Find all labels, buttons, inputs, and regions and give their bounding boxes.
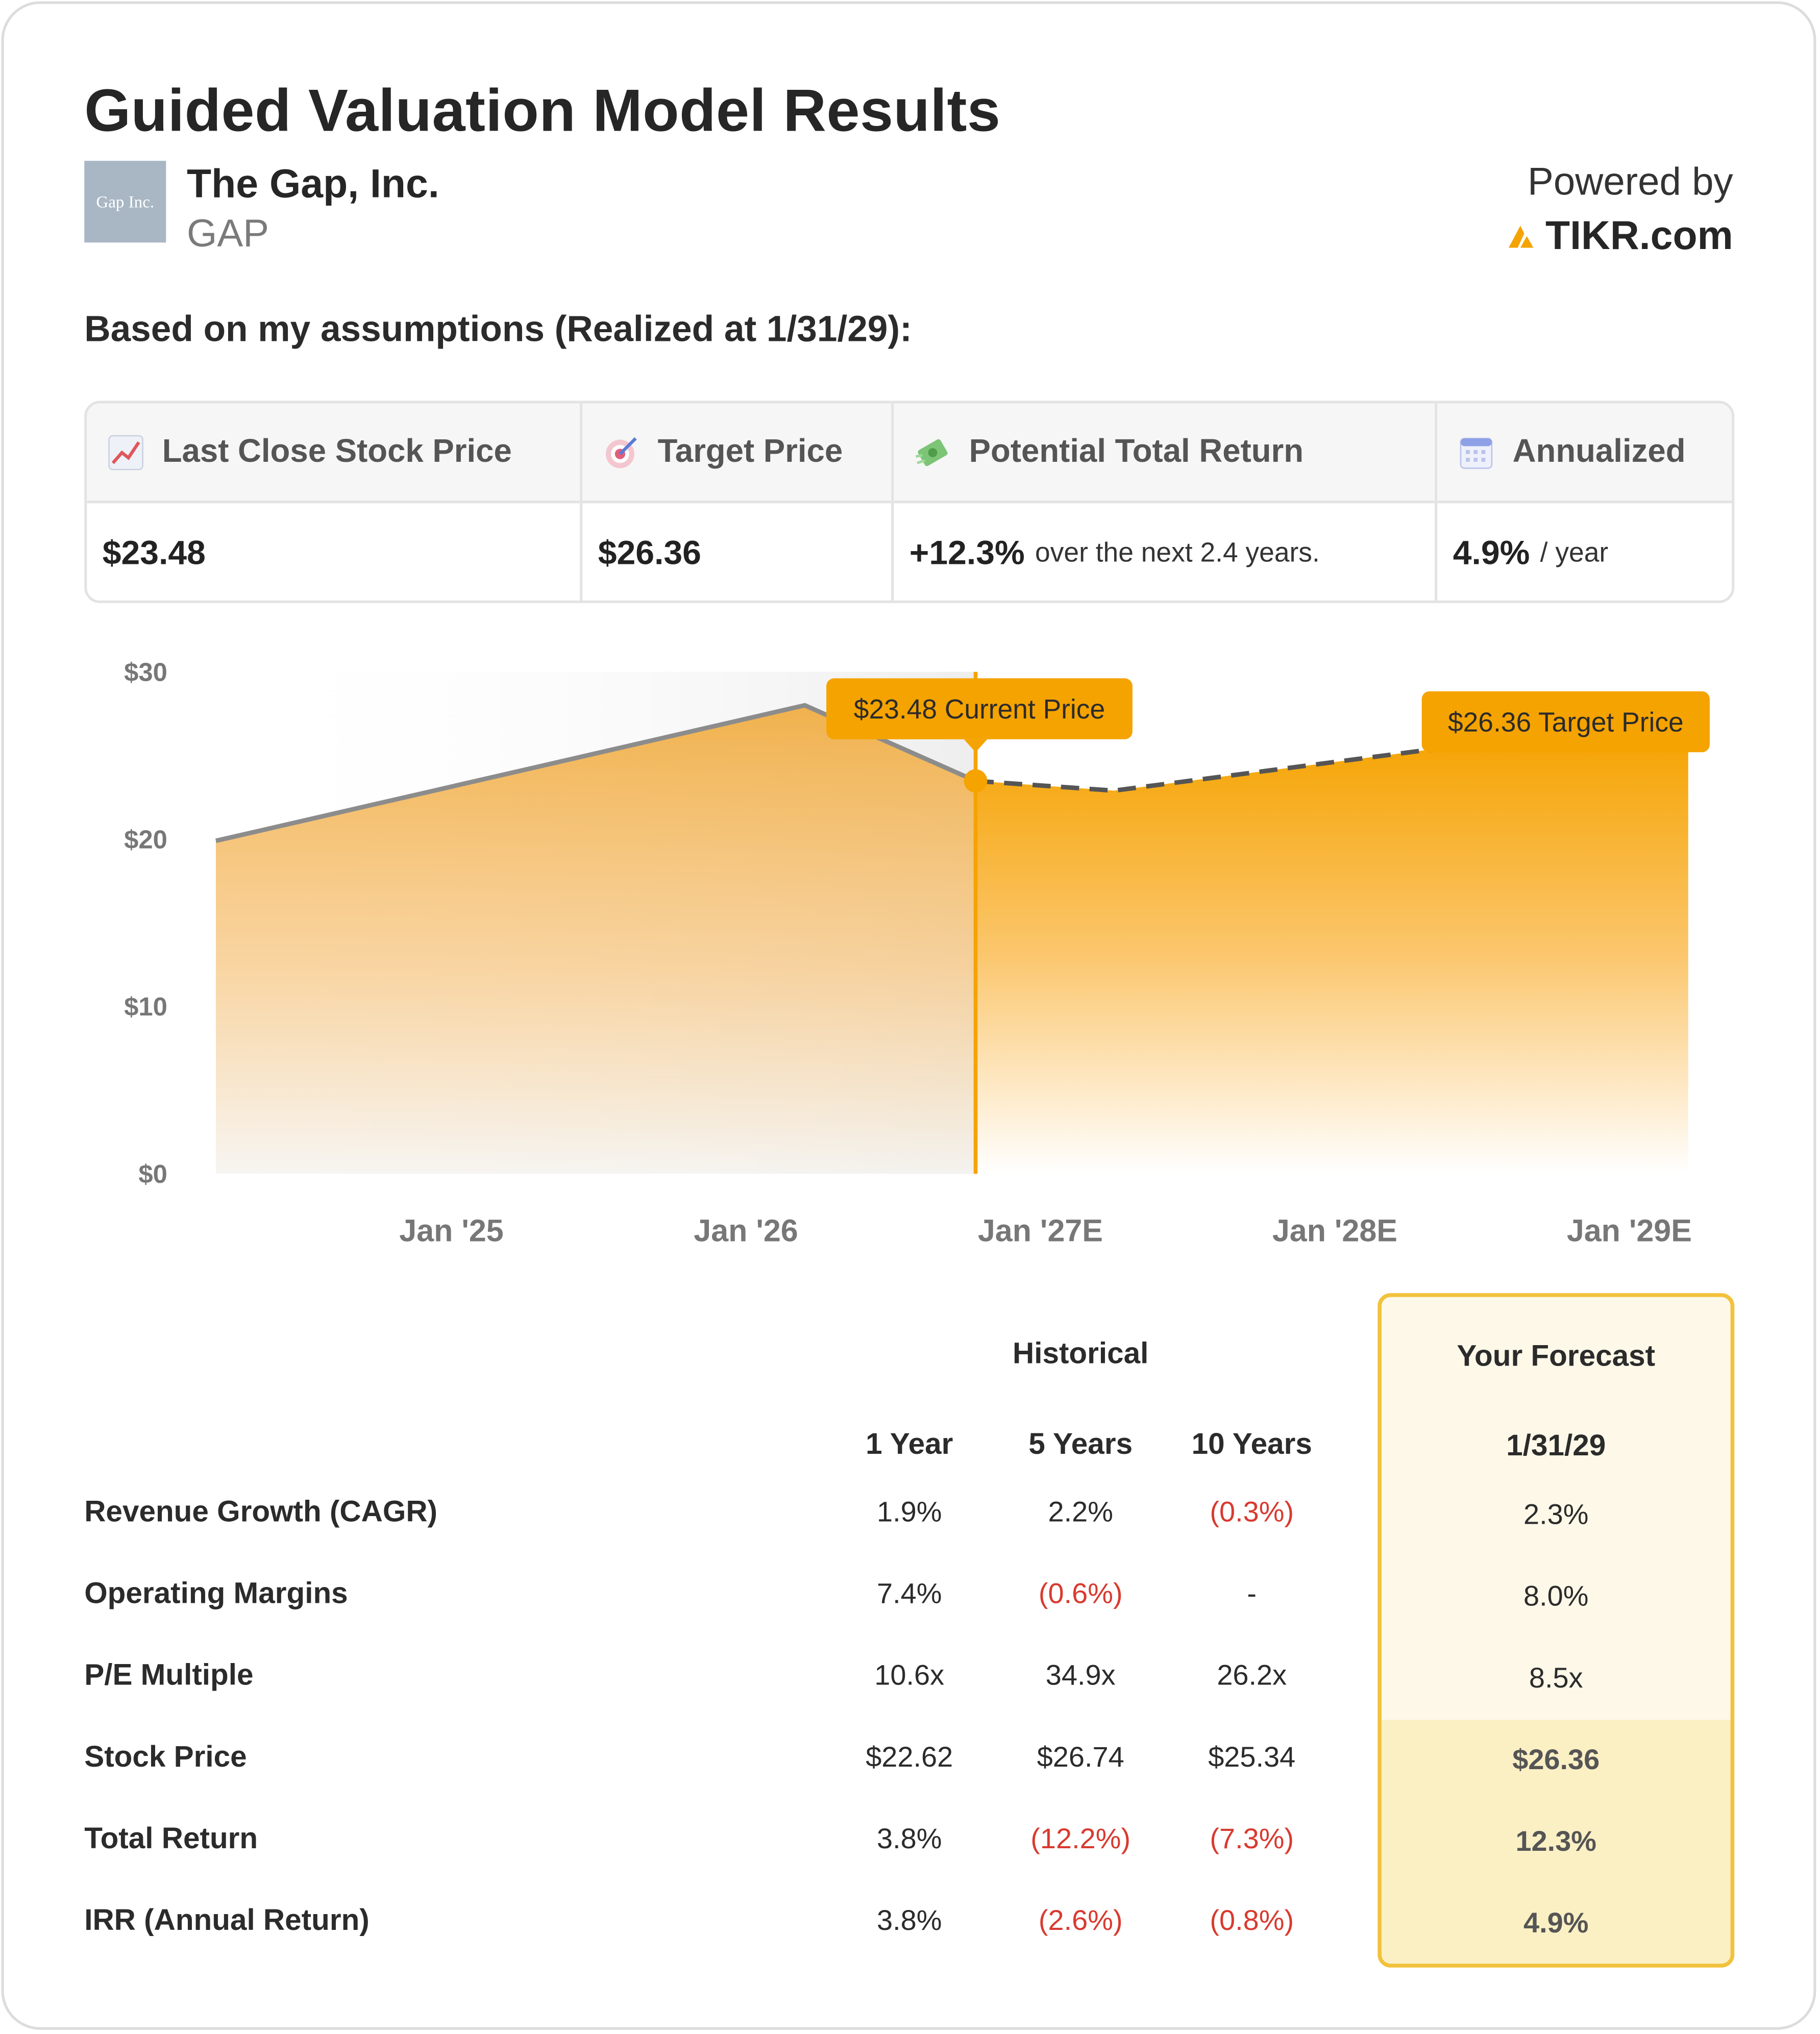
table-cell: 34.9x xyxy=(1045,1658,1116,1692)
forecast-cell: 8.0% xyxy=(1523,1579,1589,1613)
annualized-value: 4.9% / year xyxy=(1453,533,1609,572)
table-cell: 7.4% xyxy=(876,1577,942,1610)
forecast-date: 1/31/29 xyxy=(1506,1428,1606,1462)
forecast-cell: 8.5x xyxy=(1529,1661,1583,1694)
forecast-cell: 4.9% xyxy=(1523,1906,1589,1939)
table-cell: - xyxy=(1247,1577,1257,1610)
table-cell: (2.6%) xyxy=(1038,1904,1123,1937)
table-cell: (0.6%) xyxy=(1038,1577,1123,1610)
col-1-year: 1 Year xyxy=(866,1426,953,1460)
col-10-years: 10 Years xyxy=(1191,1426,1312,1460)
historical-heading: Historical xyxy=(1012,1335,1149,1370)
current-price-point xyxy=(964,769,988,793)
target-price-callout xyxy=(1421,691,1710,753)
current-price-label: $23.48 Current Price xyxy=(854,694,1105,725)
last-close-value: $23.48 xyxy=(102,533,206,572)
table-cell: (7.3%) xyxy=(1210,1822,1294,1855)
table-cell: 2.2% xyxy=(1048,1495,1113,1528)
forecast-area xyxy=(975,732,1688,1174)
table-cell: 3.8% xyxy=(876,1904,942,1937)
kpi-last-close: Last Close Stock Price $23.48 xyxy=(87,403,583,601)
company-ticker: GAP xyxy=(187,212,269,256)
forecast-cell: 12.3% xyxy=(1515,1825,1597,1857)
table-cell: $26.74 xyxy=(1037,1740,1124,1773)
company-name: The Gap, Inc. xyxy=(187,161,439,207)
assumption-heading: Based on my assumptions (Realized at 1/3… xyxy=(84,308,912,349)
price-chart: $0 $10 $20 $30 $23.48 Current Price $26.36 Ta… xyxy=(124,657,1710,1248)
forecast-cell: $26.36 xyxy=(1512,1743,1600,1776)
table-cell: $22.62 xyxy=(866,1740,953,1773)
powered-by-label: Powered by xyxy=(1528,161,1733,204)
y-tick-label: $30 xyxy=(124,657,167,686)
tikr-brand-link[interactable]: TIKR.com xyxy=(1507,213,1733,260)
brand-text: TIKR.com xyxy=(1545,212,1733,258)
table-cell: (12.2%) xyxy=(1030,1822,1131,1855)
company-logo: Gap Inc. xyxy=(84,161,166,243)
target-icon xyxy=(605,436,637,468)
kpi-total-return: Potential Total Return +12.3% over the n… xyxy=(894,403,1438,601)
table-cell: 3.8% xyxy=(876,1822,942,1855)
col-5-years: 5 Years xyxy=(1028,1426,1133,1460)
historical-line xyxy=(215,703,977,844)
table-cell: 10.6x xyxy=(874,1658,945,1692)
x-tick-label: Jan '28E xyxy=(1272,1213,1397,1248)
y-tick-label: $10 xyxy=(124,992,167,1021)
table-cell: (0.8%) xyxy=(1210,1904,1294,1937)
y-tick-label: $0 xyxy=(138,1159,167,1188)
total-return-value: +12.3% over the next 2.4 years. xyxy=(909,533,1320,572)
table-cell: $25.34 xyxy=(1208,1740,1296,1773)
row-label: P/E Multiple xyxy=(84,1657,254,1692)
forecast-cell: 2.3% xyxy=(1523,1498,1589,1531)
row-label: Revenue Growth (CAGR) xyxy=(84,1494,438,1528)
target-price-label: $26.36 Target Price xyxy=(1448,708,1684,738)
current-price-callout xyxy=(826,678,1133,739)
table-cell: (0.3%) xyxy=(1210,1495,1294,1528)
forecast-heading: Your Forecast xyxy=(1457,1338,1656,1373)
kpi-table: Last Close Stock Price $23.48 Target Pri… xyxy=(84,401,1735,603)
historical-area xyxy=(215,705,976,1174)
x-tick-label: Jan '29E xyxy=(1567,1213,1692,1248)
row-label: Stock Price xyxy=(84,1739,247,1773)
forecast-panel xyxy=(1378,1293,1735,1968)
table-cell: 1.9% xyxy=(876,1495,942,1528)
x-tick-label: Jan '26 xyxy=(694,1213,798,1248)
table-cell: 26.2x xyxy=(1217,1658,1287,1692)
kpi-annualized: Annualized 4.9% / year xyxy=(1437,403,1732,600)
money-flying-icon xyxy=(915,438,948,466)
row-label: Operating Margins xyxy=(84,1576,348,1610)
y-tick-label: $20 xyxy=(124,825,167,854)
tikr-logo-icon xyxy=(1509,226,1534,248)
page-title: Guided Valuation Model Results xyxy=(84,76,1001,144)
calendar-icon xyxy=(1460,437,1493,468)
chart-increasing-icon xyxy=(108,434,143,470)
x-tick-label: Jan '27E xyxy=(978,1213,1103,1248)
kpi-target: Target Price $26.36 xyxy=(582,403,894,601)
x-tick-label: Jan '25 xyxy=(399,1213,503,1248)
target-value: $26.36 xyxy=(598,533,701,572)
row-label: Total Return xyxy=(84,1821,258,1855)
row-label: IRR (Annual Return) xyxy=(84,1902,370,1937)
callout-pointer xyxy=(964,739,988,753)
